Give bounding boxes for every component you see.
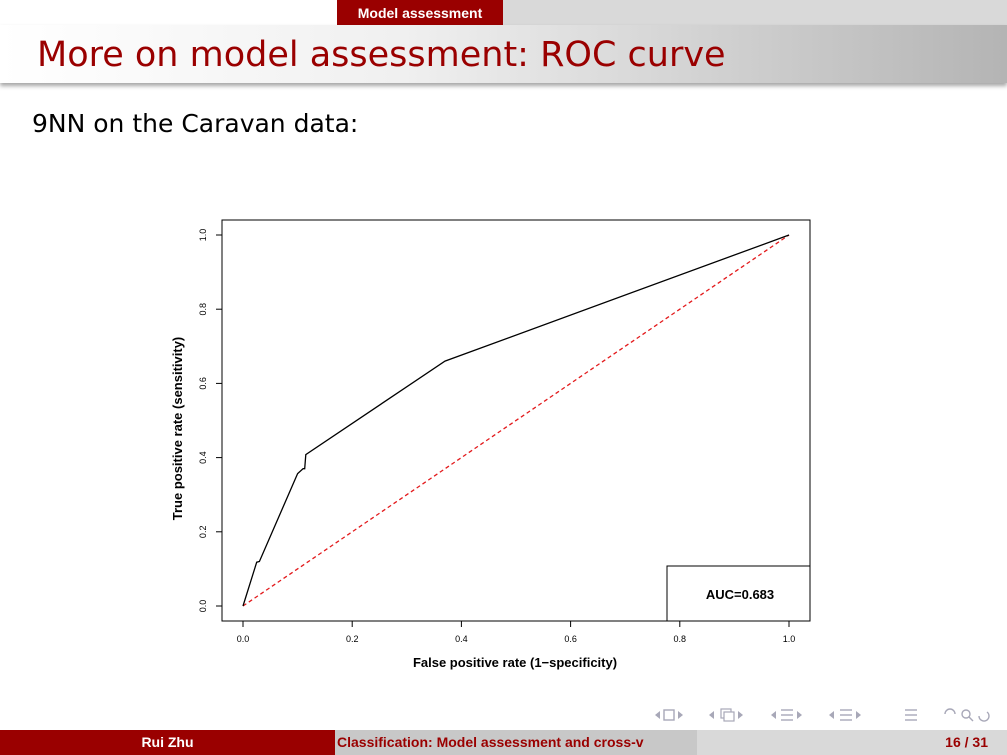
section-tab[interactable]: Model assessment	[337, 0, 503, 25]
x-tick-label: 0.2	[346, 634, 359, 644]
nav-section-icon[interactable]	[771, 709, 861, 721]
footer: Rui Zhu Classification: Model assessment…	[0, 730, 1007, 755]
x-tick-label: 0.6	[564, 634, 577, 644]
x-tick-label: 1.0	[783, 634, 796, 644]
nav-doc-icon[interactable]	[905, 709, 917, 721]
roc-chart: 0.0 0.2 0.4 0.6 0.8 1.0 0.0 0.2 0.4 0.6 0.8 1.0 Fals…	[170, 219, 811, 670]
y-tick-label: 0.0	[198, 600, 208, 613]
y-axis-label: True positive rate (sensitivity)	[170, 337, 185, 521]
nav-search-icon[interactable]	[944, 708, 990, 722]
y-tick-label: 0.6	[198, 377, 208, 390]
chance-diagonal-line	[242, 234, 790, 607]
navigation-bar	[655, 708, 990, 722]
x-tick-label: 0.8	[674, 634, 687, 644]
x-tick-label: 0.4	[455, 634, 468, 644]
footer-page-number: 16 / 31	[697, 730, 1007, 755]
body-text: 9NN on the Caravan data:	[32, 109, 359, 138]
y-tick-label: 0.4	[198, 451, 208, 464]
y-tick-label: 0.2	[198, 526, 208, 539]
auc-label: AUC=0.683	[706, 587, 774, 602]
y-tick-label: 1.0	[198, 229, 208, 242]
x-axis-label: False positive rate (1−specificity)	[413, 655, 617, 670]
auc-legend-box	[666, 565, 811, 622]
header-bar-right	[503, 0, 1007, 25]
title-bar	[0, 25, 1007, 83]
nav-subsection-icon[interactable]	[709, 708, 743, 722]
header-bar: Model assessment	[0, 0, 1007, 25]
roc-curve-line	[242, 234, 790, 607]
y-tick-label: 0.8	[198, 303, 208, 316]
plot-frame	[221, 219, 811, 622]
x-tick-label: 0.0	[237, 634, 250, 644]
footer-author: Rui Zhu	[0, 730, 335, 755]
nav-frame-icon[interactable]	[655, 709, 683, 721]
footer-title: Classification: Model assessment and cro…	[335, 730, 697, 755]
frame-title: More on model assessment: ROC curve	[37, 35, 726, 75]
